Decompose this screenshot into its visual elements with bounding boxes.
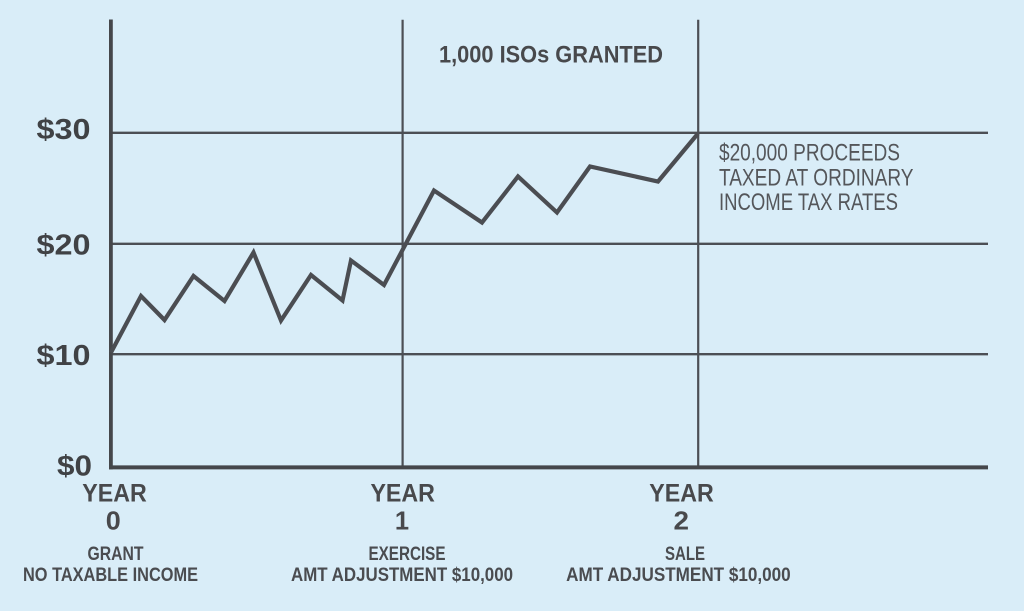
svg-text:NO TAXABLE INCOME: NO TAXABLE INCOME xyxy=(23,564,198,586)
svg-text:YEAR: YEAR xyxy=(370,480,435,508)
svg-text:TAXED AT ORDINARY: TAXED AT ORDINARY xyxy=(719,164,914,191)
svg-text:$0: $0 xyxy=(57,451,92,483)
svg-text:YEAR: YEAR xyxy=(649,480,714,508)
svg-text:SALE: SALE xyxy=(665,543,705,565)
svg-text:AMT ADJUSTMENT $10,000: AMT ADJUSTMENT $10,000 xyxy=(291,564,513,586)
svg-text:$20,000 PROCEEDS: $20,000 PROCEEDS xyxy=(719,140,900,167)
svg-text:EXERCISE: EXERCISE xyxy=(369,543,446,565)
svg-text:GRANT: GRANT xyxy=(88,543,144,565)
svg-text:INCOME TAX RATES: INCOME TAX RATES xyxy=(719,189,898,216)
svg-text:2: 2 xyxy=(674,508,690,536)
svg-text:YEAR: YEAR xyxy=(82,480,147,508)
svg-text:AMT ADJUSTMENT $10,000: AMT ADJUSTMENT $10,000 xyxy=(566,564,791,586)
svg-text:$10: $10 xyxy=(37,340,91,372)
svg-text:$20: $20 xyxy=(37,230,91,262)
svg-text:1,000 ISOs GRANTED: 1,000 ISOs GRANTED xyxy=(439,42,663,69)
svg-text:0: 0 xyxy=(106,508,121,536)
svg-text:1: 1 xyxy=(395,508,409,536)
svg-text:$30: $30 xyxy=(37,114,91,146)
